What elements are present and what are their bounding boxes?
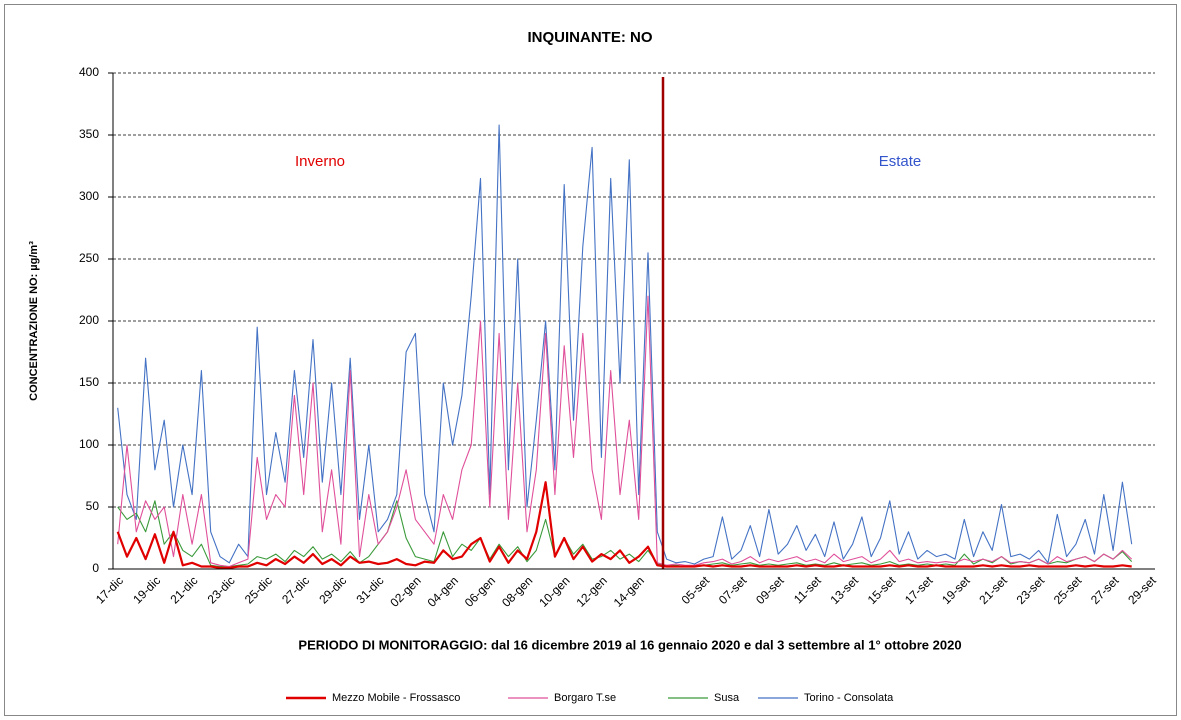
y-tick-label: 200 [79,313,99,327]
chart-border [4,4,1177,716]
annotation: Estate [879,153,922,170]
chart-title: INQUINANTE: NO [528,29,653,46]
y-tick-label: 0 [92,561,99,575]
legend-label: Mezzo Mobile - Frossasco [332,692,460,704]
y-tick-label: 150 [79,375,99,389]
y-tick-label: 50 [86,499,100,513]
x-axis-title: PERIODO DI MONITORAGGIO: dal 16 dicembre… [298,637,961,652]
plot [116,124,1133,569]
y-tick-label: 300 [79,189,99,203]
series-line [117,295,1133,568]
y-tick-label: 400 [79,65,99,79]
y-tick-label: 350 [79,127,99,141]
legend-label: Susa [714,692,740,704]
series-line [117,124,1133,565]
y-tick-label: 250 [79,251,99,265]
y-axis-title: CONCENTRAZIONE NO: µg/m³ [28,241,40,401]
legend-label: Borgaro T.se [554,692,616,704]
series-line [116,481,1132,569]
y-tick-label: 100 [79,437,99,451]
annotation: Inverno [295,153,345,170]
legend-label: Torino - Consolata [804,692,894,704]
